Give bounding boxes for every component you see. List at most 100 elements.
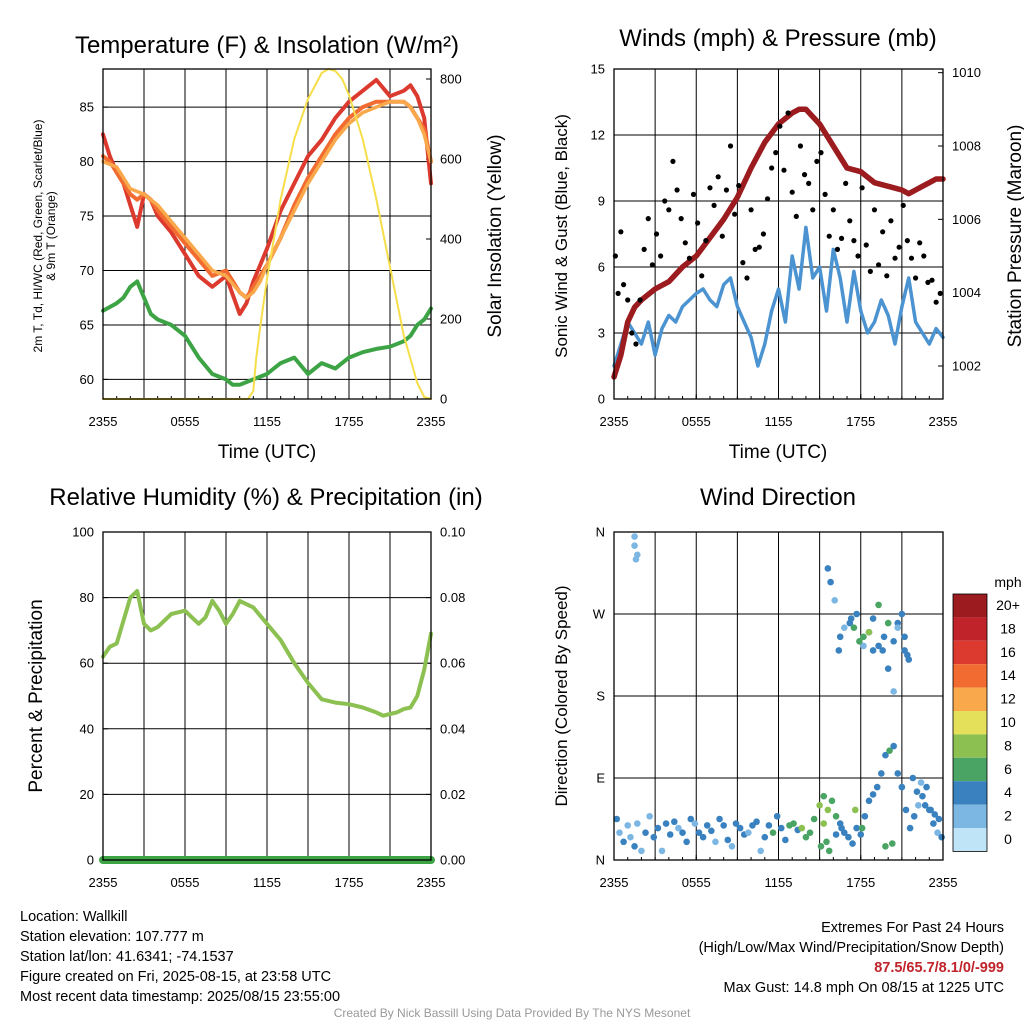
x-tick-label: 1155: [253, 875, 281, 890]
gust-point: [810, 207, 816, 213]
colorbar-swatch: [953, 781, 987, 805]
direction-point: [886, 747, 893, 754]
gust-point: [925, 279, 931, 285]
direction-point: [820, 820, 828, 827]
direction-point: [860, 642, 867, 650]
direction-point: [765, 822, 773, 829]
colorbar-swatch: [953, 687, 987, 711]
y-tick-label: 15: [591, 62, 605, 77]
gust-point: [929, 277, 935, 283]
temp-plot-area: 2355 0555 1155 1755 2355 60 65 70 75 80 85 0 200 400 6…: [80, 68, 462, 429]
extremes-title: Extremes For Past 24 Hours: [821, 920, 1004, 936]
wind-ylabel-left: Sonic Wind & Gust (Blue, Black): [552, 114, 571, 358]
gust-point: [760, 231, 767, 237]
temp-title: Temperature (F) & Insolation (W/m²): [75, 32, 459, 59]
gust-point: [830, 207, 836, 213]
gust-point: [649, 262, 655, 268]
direction-point: [909, 774, 917, 782]
gust-point: [748, 207, 754, 213]
colorbar: 20+ 18 16 14 12 10 8 6 4 2 0: [952, 593, 1020, 852]
colorbar-label: 18: [1000, 620, 1016, 636]
direction-point: [934, 829, 941, 836]
colorbar-swatch: [953, 617, 987, 641]
direction-point: [679, 829, 686, 836]
gust-point: [896, 244, 902, 250]
direction-point: [921, 802, 929, 809]
gust-point: [822, 191, 828, 197]
gust-point: [863, 242, 869, 248]
gust-point: [740, 260, 746, 266]
direction-point: [716, 815, 723, 823]
x-tick-label: 2355: [929, 875, 958, 890]
plot-border: [102, 531, 432, 861]
gust-point: [843, 180, 849, 186]
gust-point: [884, 273, 890, 279]
direction-point: [910, 812, 918, 820]
direction-point: [869, 615, 877, 622]
gust-point: [847, 218, 853, 224]
direction-point: [613, 815, 621, 823]
direction-point: [687, 815, 695, 823]
gust-point: [777, 123, 783, 129]
direction-point: [923, 783, 930, 791]
gust-point: [723, 187, 730, 193]
direction-point: [832, 812, 840, 820]
x-tick-label: 1155: [253, 414, 281, 429]
direction-point: [832, 831, 840, 838]
direction-point: [869, 647, 877, 654]
direction-point: [888, 840, 896, 847]
colorbar-border: [952, 593, 988, 852]
direction-point: [638, 847, 645, 855]
gust-point: [756, 244, 762, 250]
direction-point: [824, 565, 832, 572]
direction-point: [712, 838, 719, 846]
gust-point: [933, 299, 939, 305]
direction-point: [860, 633, 867, 641]
plot-border: [613, 68, 944, 400]
x-tick-label: 0555: [682, 414, 711, 429]
direction-point: [882, 751, 889, 759]
direction-point: [902, 806, 910, 814]
colorbar-label: 16: [1000, 644, 1016, 660]
rh-ylabel-left: Percent & Precipitation: [26, 599, 47, 792]
gust-point: [641, 246, 647, 252]
x-tick-label: 0555: [171, 414, 200, 429]
temp-panel: Temperature (F) & Insolation (W/m²) 2355…: [31, 32, 506, 463]
direction-point: [882, 843, 889, 850]
y-tick-label: 100: [72, 525, 94, 540]
direction-point: [736, 824, 744, 832]
gust-point: [645, 216, 651, 222]
direction-point: [894, 770, 902, 777]
direction-point: [931, 811, 939, 818]
x-tick-label: 1755: [846, 414, 875, 429]
direction-point: [627, 833, 634, 841]
x-tick-label: 2355: [600, 875, 629, 890]
gust-point: [690, 191, 697, 197]
x-tick-label: 2355: [89, 414, 118, 429]
x-tick-label: 2355: [600, 414, 629, 429]
direction-point: [631, 542, 638, 549]
gust-point: [711, 202, 717, 208]
gust-point: [769, 165, 775, 171]
temp-xlabel: Time (UTC): [218, 442, 317, 463]
colorbar-label: 6: [1004, 761, 1012, 777]
y2-tick-label: 0.02: [440, 787, 465, 802]
direction-point: [790, 820, 797, 827]
y-tick-label: 12: [591, 128, 605, 143]
gust-point: [855, 253, 861, 259]
y-tick-label: 20: [80, 787, 94, 802]
colorbar-swatch: [953, 757, 987, 782]
direction-point: [841, 624, 848, 631]
y2-tick-label: 0.08: [440, 590, 465, 605]
direction-point: [938, 833, 945, 841]
location-text: Location: Wallkill: [20, 909, 128, 925]
gust-point: [678, 216, 684, 222]
temp-ylabel-left: 2m T, Td, HI/WC (Red, Green, Scarlet/Blu…: [31, 120, 58, 353]
direction-point: [761, 833, 769, 841]
direction-point: [720, 822, 727, 829]
gust-point: [686, 255, 692, 261]
gust-point: [637, 297, 643, 303]
y2-tick-label: 1006: [952, 212, 981, 227]
series-line-2: [101, 99, 433, 300]
gust-point: [703, 238, 709, 244]
